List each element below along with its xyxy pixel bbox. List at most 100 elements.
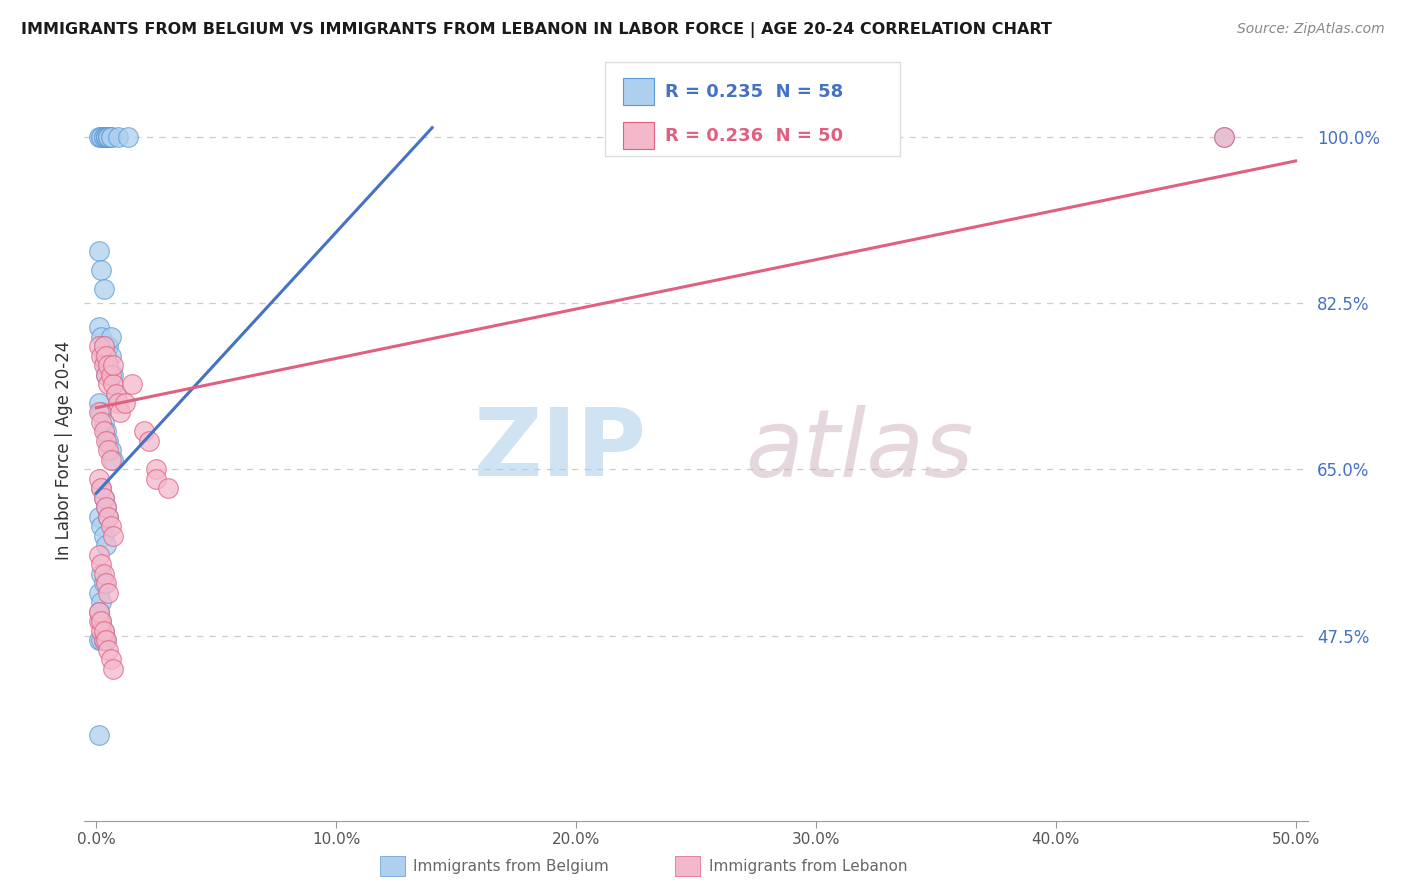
Point xyxy=(145,462,167,476)
Point xyxy=(97,509,120,524)
Point xyxy=(94,368,117,382)
Point xyxy=(90,624,112,638)
Point xyxy=(114,396,136,410)
Point xyxy=(100,130,122,145)
Point xyxy=(87,405,110,419)
Point xyxy=(90,263,112,277)
Point xyxy=(100,368,122,382)
Point xyxy=(101,529,124,543)
Point xyxy=(145,472,167,486)
Point xyxy=(97,586,120,600)
Point xyxy=(97,358,120,372)
Point xyxy=(94,633,117,648)
Point xyxy=(107,396,129,410)
Point xyxy=(93,339,115,353)
Text: Source: ZipAtlas.com: Source: ZipAtlas.com xyxy=(1237,22,1385,37)
Point xyxy=(87,130,110,145)
Point xyxy=(90,519,112,533)
Text: IMMIGRANTS FROM BELGIUM VS IMMIGRANTS FROM LEBANON IN LABOR FORCE | AGE 20-24 CO: IMMIGRANTS FROM BELGIUM VS IMMIGRANTS FR… xyxy=(21,22,1052,38)
Point xyxy=(93,633,115,648)
Point xyxy=(1212,130,1234,145)
Text: R = 0.236  N = 50: R = 0.236 N = 50 xyxy=(665,127,844,145)
Point xyxy=(87,605,110,619)
Point xyxy=(134,425,156,439)
Point xyxy=(157,482,180,496)
Point xyxy=(93,529,115,543)
Point xyxy=(94,130,117,145)
Point xyxy=(100,652,122,666)
Point xyxy=(90,558,112,572)
Point xyxy=(90,405,112,419)
Point xyxy=(90,566,112,581)
Point xyxy=(93,282,115,296)
Point xyxy=(93,576,115,591)
Point xyxy=(97,130,120,145)
Point xyxy=(93,425,115,439)
Y-axis label: In Labor Force | Age 20-24: In Labor Force | Age 20-24 xyxy=(55,341,73,560)
Point xyxy=(101,453,124,467)
Point xyxy=(90,595,112,609)
Point xyxy=(90,615,112,629)
Point xyxy=(90,615,112,629)
Point xyxy=(104,386,127,401)
Point xyxy=(94,368,117,382)
Point xyxy=(87,396,110,410)
Point xyxy=(90,329,112,343)
Point xyxy=(101,377,124,392)
Point xyxy=(138,434,160,448)
Point xyxy=(97,339,120,353)
Point xyxy=(97,443,120,458)
Point xyxy=(97,642,120,657)
Point xyxy=(94,576,117,591)
Point xyxy=(100,349,122,363)
Text: atlas: atlas xyxy=(745,405,973,496)
Point xyxy=(87,586,110,600)
Point xyxy=(110,405,132,419)
Point xyxy=(87,244,110,259)
Point xyxy=(87,728,110,742)
Point xyxy=(90,130,112,145)
Point xyxy=(100,443,122,458)
Point xyxy=(90,349,112,363)
Point xyxy=(101,662,124,676)
Point xyxy=(100,130,122,145)
Point xyxy=(93,566,115,581)
Point xyxy=(94,130,117,145)
Point xyxy=(94,349,117,363)
Point xyxy=(101,358,124,372)
Text: Immigrants from Lebanon: Immigrants from Lebanon xyxy=(709,859,907,873)
Point xyxy=(97,509,120,524)
Point xyxy=(94,434,117,448)
Point xyxy=(97,377,120,392)
Point xyxy=(94,538,117,552)
Text: ZIP: ZIP xyxy=(474,404,647,497)
Point xyxy=(93,130,115,145)
Point xyxy=(87,339,110,353)
Point xyxy=(94,633,117,648)
Point xyxy=(87,509,110,524)
Point xyxy=(87,605,110,619)
Text: Immigrants from Belgium: Immigrants from Belgium xyxy=(413,859,609,873)
Text: R = 0.235  N = 58: R = 0.235 N = 58 xyxy=(665,83,844,101)
Point xyxy=(90,415,112,429)
Point xyxy=(97,434,120,448)
Point xyxy=(93,415,115,429)
Point xyxy=(93,130,115,145)
Point xyxy=(90,633,112,648)
Point xyxy=(93,349,115,363)
Point xyxy=(121,377,143,392)
Point xyxy=(94,358,117,372)
Point xyxy=(107,130,129,145)
Point xyxy=(93,491,115,505)
Point xyxy=(87,320,110,334)
Point xyxy=(100,519,122,533)
Point xyxy=(93,633,115,648)
Point xyxy=(94,425,117,439)
Point xyxy=(93,358,115,372)
Point xyxy=(97,358,120,372)
Point xyxy=(93,339,115,353)
Point xyxy=(87,615,110,629)
Point xyxy=(100,453,122,467)
Point xyxy=(87,633,110,648)
Point xyxy=(101,368,124,382)
